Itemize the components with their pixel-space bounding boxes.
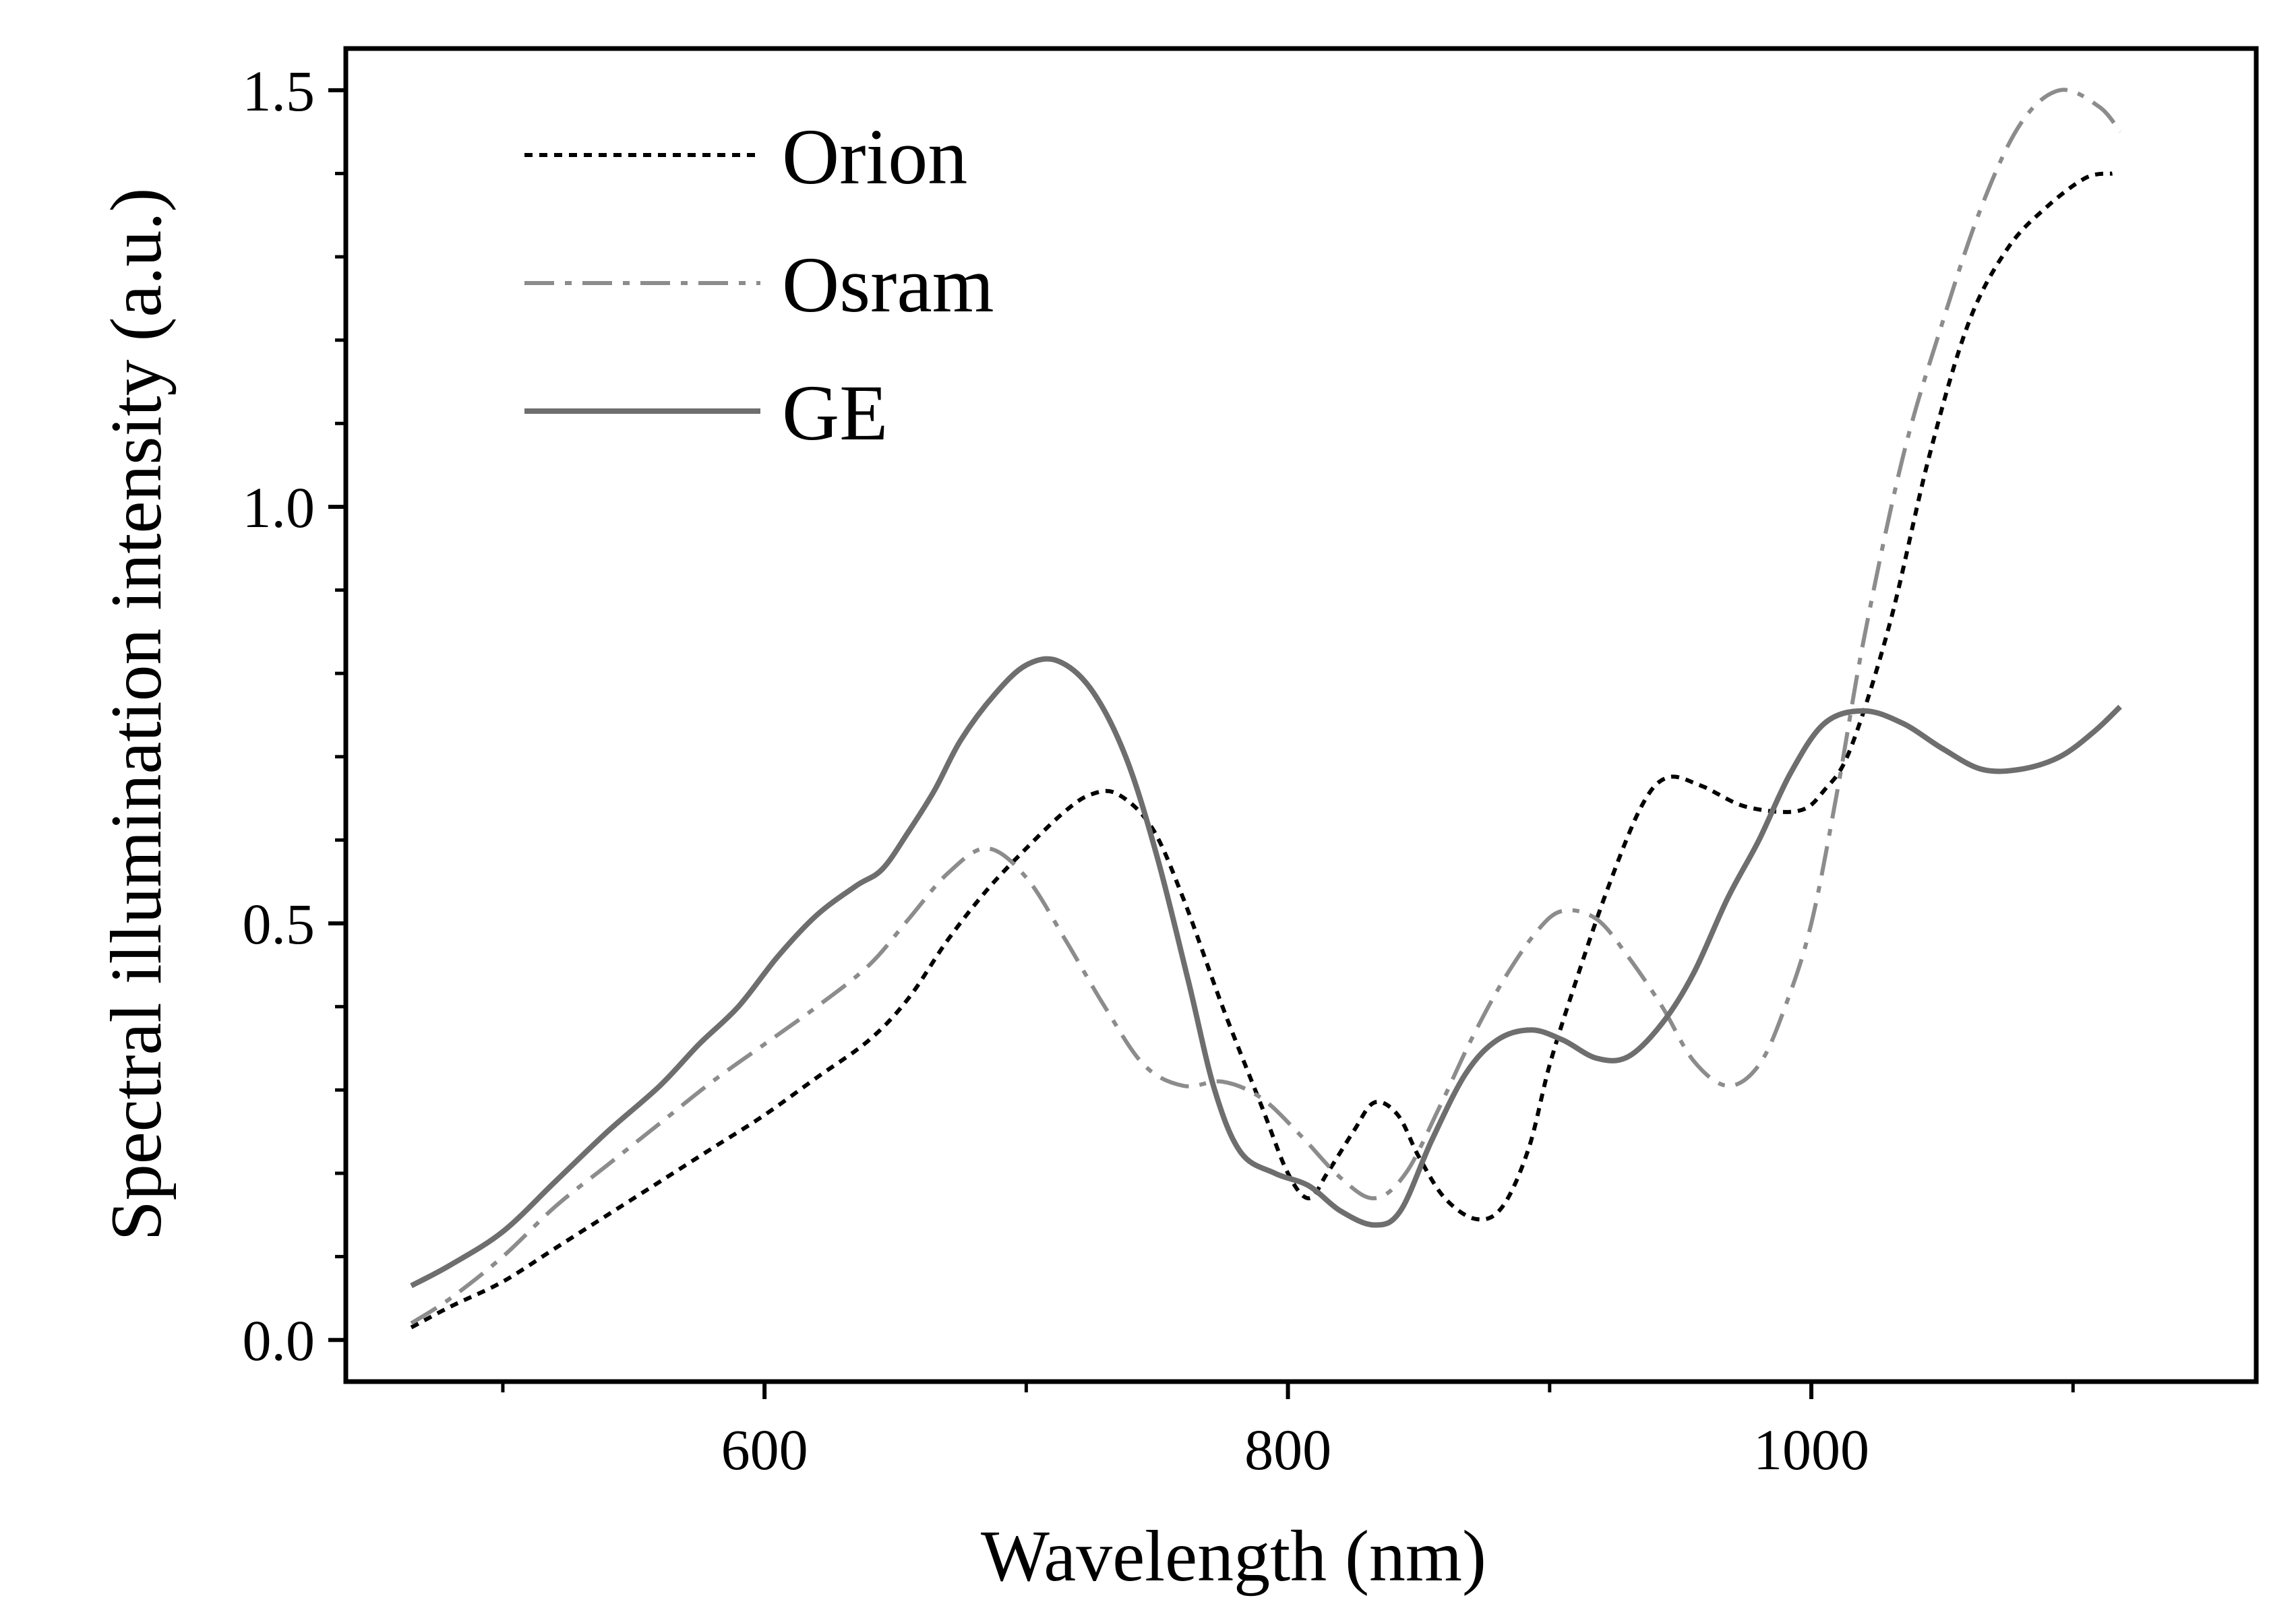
y-axis-title: Spectral illumination intensity (a.u.) (96, 188, 177, 1241)
legend-label-orion: Orion (782, 113, 967, 201)
series-line-ge (410, 656, 2122, 1289)
legend-label-osram: Osram (782, 241, 994, 329)
axis-tick-labels: 600 800 1000 0.0 0.5 1.0 1.5 (243, 59, 1870, 1482)
plot-lines (410, 88, 2122, 1330)
x-tick-label: 800 (1244, 1417, 1331, 1482)
plot-frame (343, 46, 2259, 1384)
y-tick-label: 0.5 (243, 892, 315, 956)
x-tick-label: 1000 (1753, 1417, 1869, 1482)
legend: Orion Osram GE (524, 113, 994, 457)
x-axis-title: Wavelength (nm) (981, 1516, 1486, 1597)
series-line-osram (410, 88, 2122, 1326)
series-line-orion (410, 171, 2113, 1330)
y-tick-label: 1.5 (243, 59, 315, 123)
y-tick-label: 1.0 (243, 475, 315, 540)
y-tick-label: 0.0 (243, 1308, 315, 1373)
x-tick-label: 600 (721, 1417, 808, 1482)
legend-label-ge: GE (782, 369, 888, 457)
axis-ticks (328, 88, 2075, 1399)
